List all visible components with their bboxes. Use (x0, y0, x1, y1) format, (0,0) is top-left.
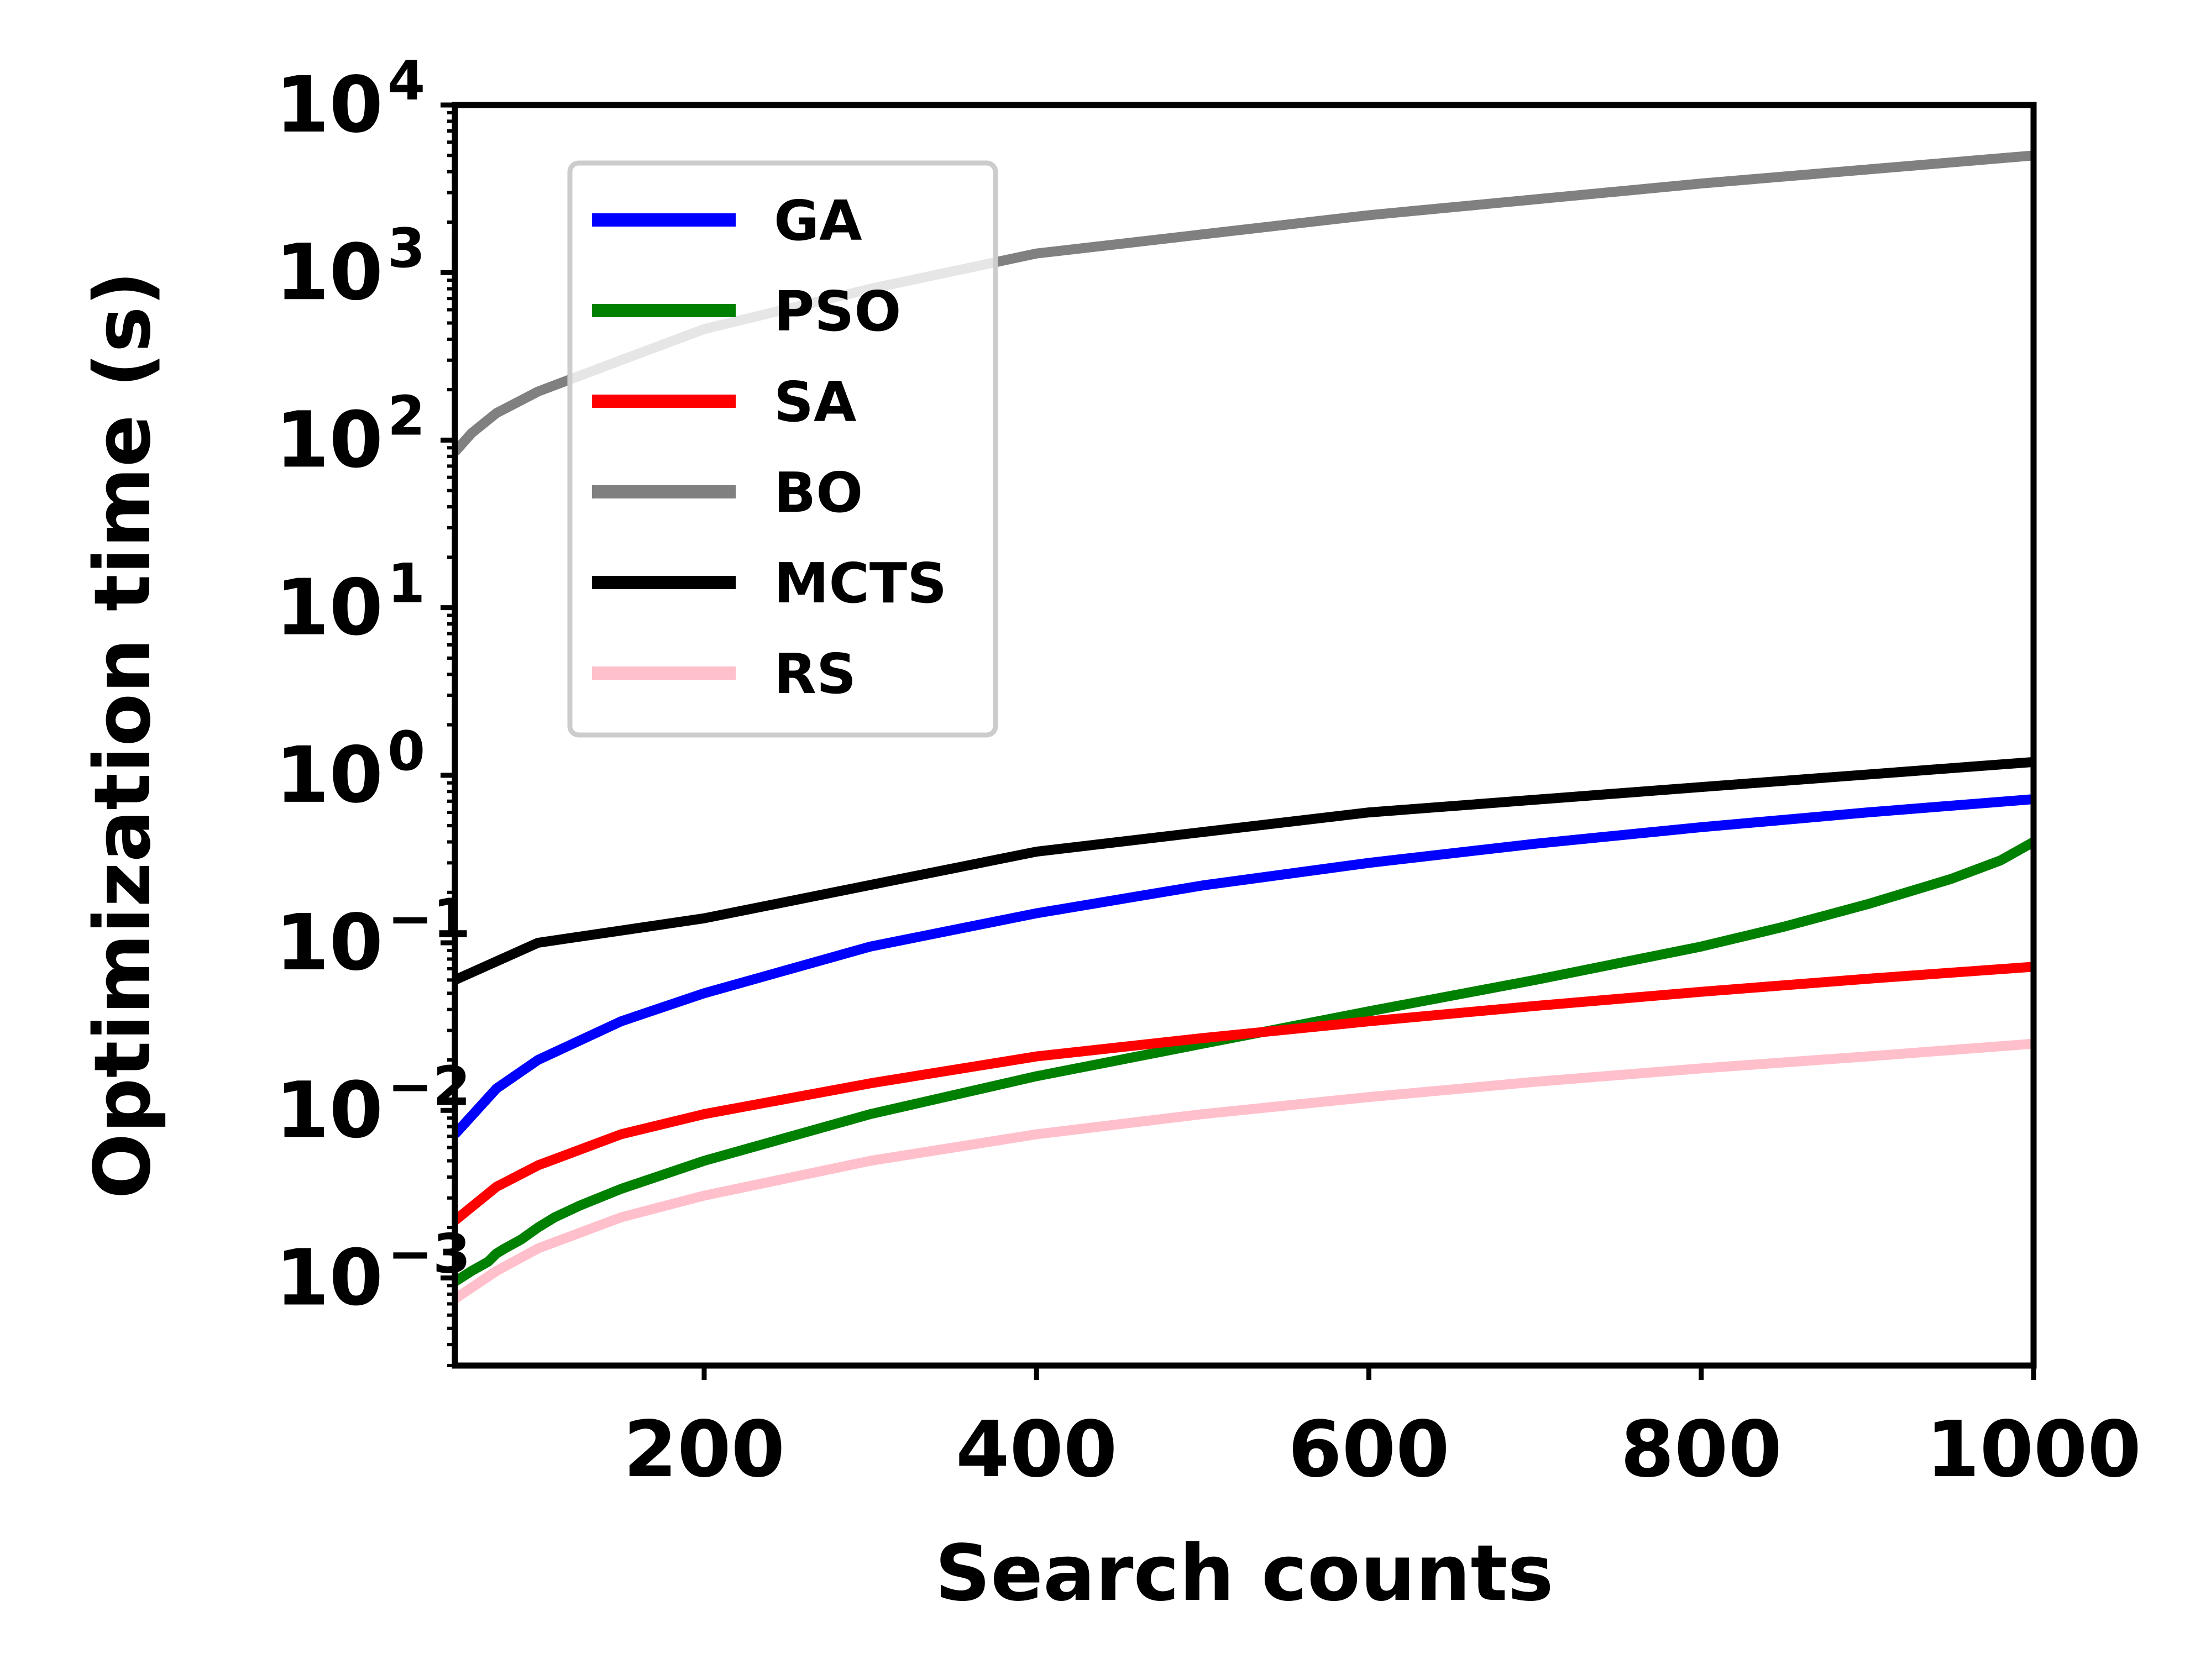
series-line-mcts (455, 757, 2034, 985)
legend-label-ga: GA (774, 188, 862, 253)
y-tick-label-exponent: 0 (387, 720, 425, 783)
x-axis: 200 400 600 800 1000 (624, 1366, 2141, 1495)
y-tick-label: 10 (275, 1233, 383, 1323)
legend-label-sa: SA (774, 370, 856, 434)
y-tick-label-base: 10 (275, 228, 383, 318)
plot-area (455, 150, 2034, 1303)
y-tick-label-exponent: −2 (387, 1055, 470, 1118)
x-axis-label: Search counts (935, 1529, 1553, 1619)
y-tick-label-base: 10 (275, 731, 383, 821)
y-tick-label: 10 (275, 898, 383, 988)
legend-label-mcts: MCTS (774, 551, 947, 616)
legend: GA PSO SA BO MCTS RS (567, 160, 998, 738)
y-axis-label: Optimization time (s) (78, 271, 168, 1199)
y-tick-label-base: 10 (275, 1233, 383, 1323)
legend-label-rs: RS (774, 642, 856, 706)
x-tick-label: 600 (1288, 1405, 1449, 1495)
y-minor-ticks (447, 111, 455, 1367)
plot-frame (452, 102, 2037, 1369)
y-tick-label: 10 (275, 563, 383, 653)
y-tick-label-exponent: 4 (387, 50, 425, 113)
y-tick-label-base: 10 (275, 1065, 383, 1156)
series-line-pso (455, 837, 2034, 1286)
y-tick-label-exponent: −3 (387, 1222, 470, 1285)
series-line-rs (455, 1038, 2034, 1303)
x-tick-label: 400 (956, 1405, 1117, 1495)
legend-label-pso: PSO (774, 279, 901, 344)
legend-label-bo: BO (774, 460, 863, 525)
y-tick-label-base: 10 (275, 395, 383, 485)
y-tick-label: 10 (275, 228, 383, 318)
y-tick-label-exponent: 2 (387, 385, 425, 448)
y-tick-label: 10 (275, 395, 383, 485)
series-line-sa (455, 962, 2034, 1225)
y-tick-label-exponent: 3 (387, 217, 425, 280)
y-tick-label-base: 10 (275, 898, 383, 988)
y-tick-label-exponent: 1 (387, 553, 425, 616)
y-tick-label: 10 (275, 60, 383, 150)
x-tick-label: 1000 (1926, 1405, 2141, 1495)
y-tick-label-base: 10 (275, 60, 383, 150)
series-line-ga (455, 794, 2034, 1138)
y-tick-label: 10 (275, 1065, 383, 1156)
y-tick-label: 10 (275, 731, 383, 821)
y-tick-label-base: 10 (275, 563, 383, 653)
y-tick-label-exponent: −1 (387, 888, 470, 951)
x-tick-label: 200 (624, 1405, 785, 1495)
x-tick-label: 800 (1621, 1405, 1782, 1495)
